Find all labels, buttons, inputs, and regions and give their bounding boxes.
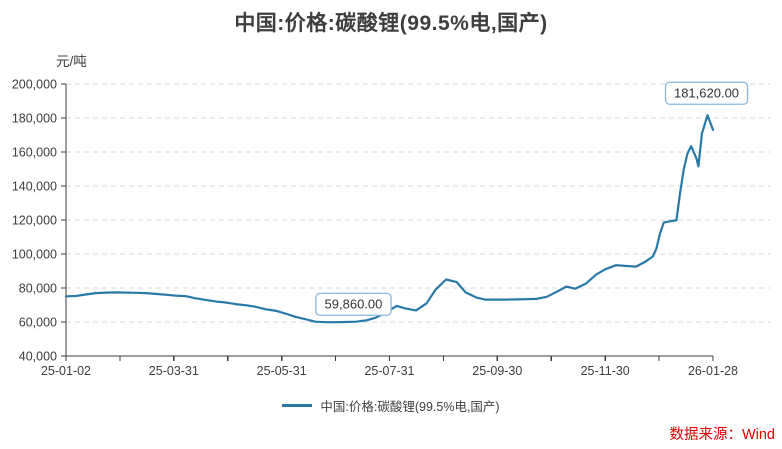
y-axis-unit-label: 元/吨: [56, 54, 87, 69]
annotation-label: 181,620.00: [674, 86, 739, 101]
y-tick-label: 100,000: [12, 248, 57, 262]
gridlines: [66, 83, 770, 323]
value-annotation: 59,860.00: [315, 292, 392, 316]
y-tick-label: 60,000: [19, 316, 57, 330]
y-tick-label: 140,000: [12, 180, 57, 194]
x-tick-label: 25-03-31: [149, 364, 199, 378]
x-tick-label: 25-11-30: [581, 364, 630, 378]
y-tick-label: 180,000: [12, 112, 57, 126]
y-tick-label: 80,000: [19, 282, 57, 296]
annotation-box: [664, 81, 749, 105]
chart-title: 中国:价格:碳酸锂(99.5%电,国产): [234, 12, 548, 35]
y-tick-label: 40,000: [19, 350, 57, 364]
x-tick-label: 25-07-31: [364, 364, 414, 378]
x-tick-label: 25-09-30: [472, 364, 522, 378]
price-line: [64, 114, 715, 324]
legend-line-swatch: [282, 404, 313, 407]
legend-label: 中国:价格:碳酸锂(99.5%电,国产): [320, 400, 500, 414]
x-tick-label: 26-01-28: [688, 364, 738, 378]
value-annotation: 181,620.00: [664, 81, 749, 105]
x-tick-label: 25-05-31: [257, 364, 307, 378]
legend: 中国:价格:碳酸锂(99.5%电,国产): [0, 396, 782, 415]
annotation-label: 59,860.00: [325, 297, 383, 312]
x-axis-ticks: 25-01-02 25-03-31 25-05-31 25-07-31 25-09-30…: [41, 356, 738, 378]
y-tick-label: 200,000: [12, 78, 57, 92]
y-axis-ticks: 40,000 60,000 80,000 100,000 120,000 140,000 1…: [12, 78, 66, 364]
x-tick-label: 25-01-02: [41, 364, 91, 378]
y-tick-label: 120,000: [12, 214, 57, 228]
y-tick-label: 160,000: [12, 146, 57, 160]
data-source-note: 数据来源：Wind: [669, 427, 775, 443]
annotation-box: [315, 292, 392, 316]
